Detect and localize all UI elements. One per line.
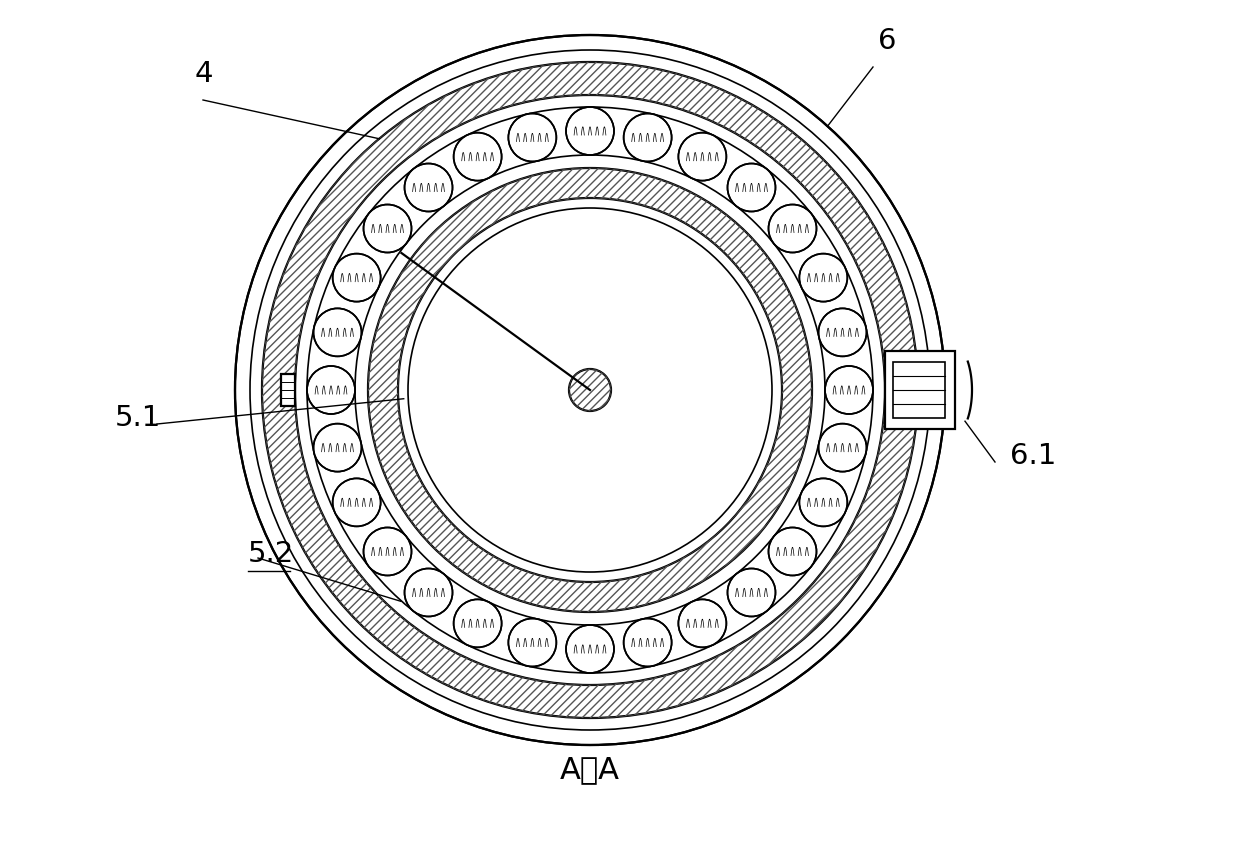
Circle shape xyxy=(363,528,412,575)
Circle shape xyxy=(800,479,847,527)
Text: 4: 4 xyxy=(195,60,213,88)
Bar xyxy=(885,351,955,429)
Circle shape xyxy=(800,254,847,302)
Circle shape xyxy=(308,366,355,414)
Circle shape xyxy=(508,618,557,667)
Circle shape xyxy=(454,599,502,647)
Circle shape xyxy=(314,423,362,472)
Wedge shape xyxy=(262,62,918,718)
Circle shape xyxy=(624,114,672,162)
Circle shape xyxy=(624,618,672,667)
Circle shape xyxy=(565,625,614,673)
Circle shape xyxy=(769,528,816,575)
Circle shape xyxy=(454,133,502,180)
Circle shape xyxy=(332,254,381,302)
Text: 5.1: 5.1 xyxy=(115,404,161,432)
Circle shape xyxy=(404,163,453,211)
Circle shape xyxy=(728,569,775,616)
Circle shape xyxy=(404,569,453,616)
Text: A－A: A－A xyxy=(560,756,620,785)
Bar xyxy=(281,374,295,406)
Text: 5.2: 5.2 xyxy=(248,540,294,568)
Circle shape xyxy=(363,204,412,252)
Circle shape xyxy=(332,479,381,527)
Circle shape xyxy=(314,309,362,357)
Circle shape xyxy=(818,309,867,357)
Circle shape xyxy=(818,423,867,472)
Text: 6.1: 6.1 xyxy=(1011,442,1056,470)
Circle shape xyxy=(825,366,873,414)
Circle shape xyxy=(678,599,727,647)
Circle shape xyxy=(769,204,816,252)
Circle shape xyxy=(728,163,775,211)
Circle shape xyxy=(236,35,945,745)
Circle shape xyxy=(508,114,557,162)
Text: 6: 6 xyxy=(878,27,897,55)
Circle shape xyxy=(565,107,614,155)
Bar xyxy=(893,362,945,418)
Wedge shape xyxy=(368,168,812,612)
Circle shape xyxy=(569,369,611,411)
Circle shape xyxy=(678,133,727,180)
